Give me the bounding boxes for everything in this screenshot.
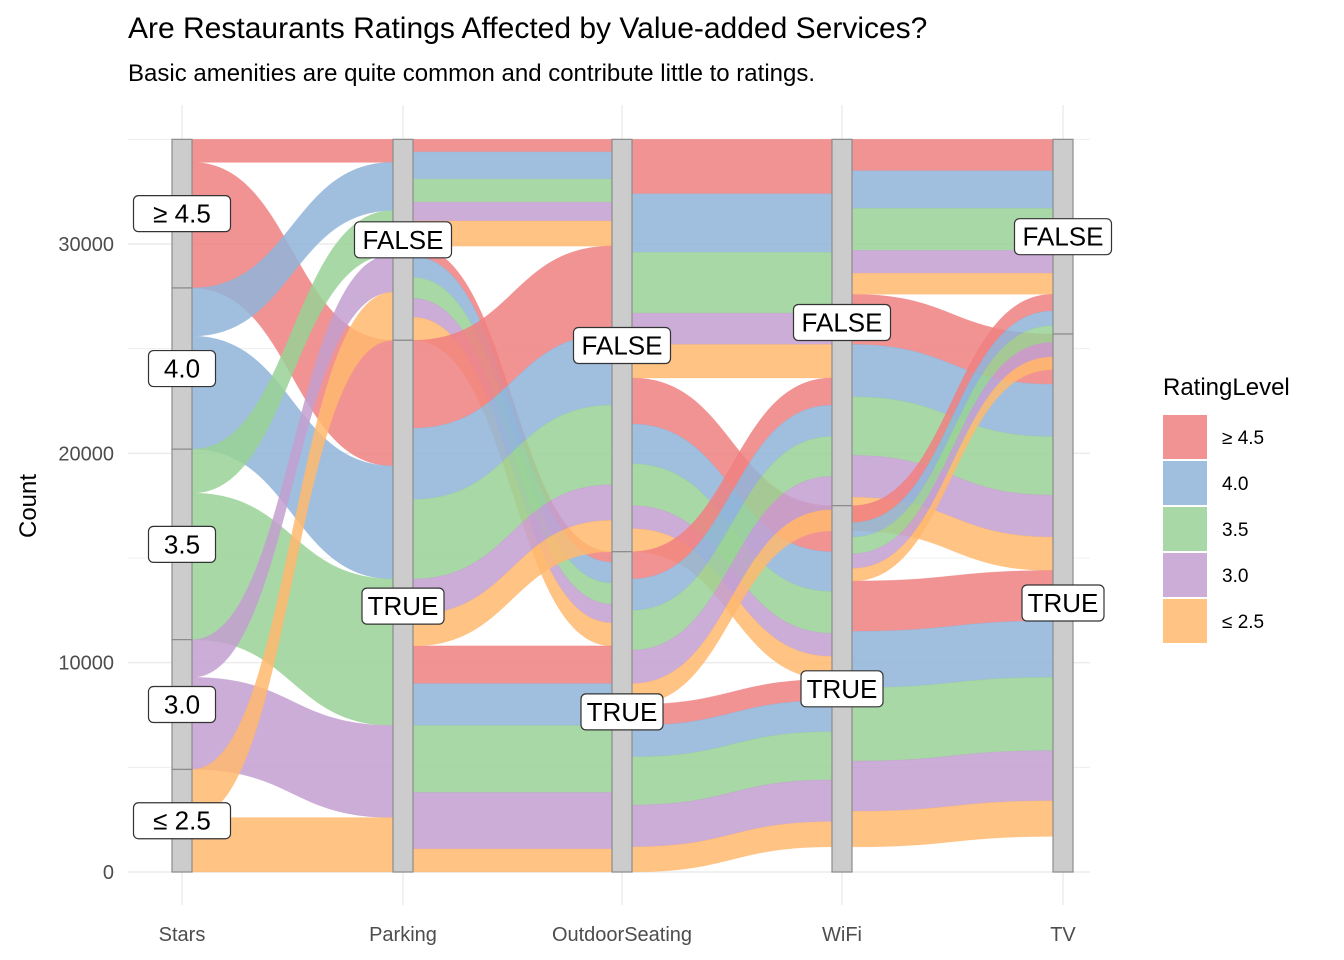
stratum-label-stars-3-5: 3.5: [147, 525, 217, 563]
stratum-label-box: [572, 326, 672, 365]
y-tick-label: 0: [103, 862, 114, 884]
y-tick-label: 20000: [58, 443, 114, 465]
legend-label-3-0: 3.0: [1222, 566, 1248, 587]
x-tick-label-parking: Parking: [369, 924, 437, 946]
flow-parking-outdoorseating-3-5-true-true: [412, 725, 613, 793]
legend-label-3-5: 3.5: [1222, 520, 1248, 541]
flow-outdoorseating-wifi-4-0-false-false: [631, 193, 833, 253]
flow-stars-parking-ge-4-5-ge-4-5-false: [191, 139, 394, 163]
legend-swatch-ge-4-5: [1163, 415, 1207, 459]
legend-label-le-2-5: ≤ 2.5: [1222, 612, 1264, 633]
stratum-label-wifi-true: TRUE: [800, 670, 884, 708]
stratum-label-text: TRUE: [368, 591, 439, 621]
stratum-label-text: TRUE: [1028, 588, 1099, 618]
stratum-label-stars-4-0: 4.0: [147, 349, 217, 388]
flow-parking-outdoorseating-3-0-false-false: [412, 201, 613, 222]
flow-parking-outdoorseating-ge-4-5-false-false: [412, 139, 613, 153]
stratum-label-text: FALSE: [363, 225, 444, 255]
y-axis: 0 10000 20000 30000: [58, 234, 114, 884]
stratum-label-tv-false: FALSE: [1013, 218, 1113, 256]
stratum-label-tv-true: TRUE: [1021, 584, 1105, 622]
flow-wifi-tv-ge-4-5-false-false: [851, 139, 1054, 172]
y-axis-label: Count: [15, 474, 42, 538]
stratum-label-box: [147, 349, 217, 388]
stratum-label-box: [132, 802, 232, 840]
x-tick-label-outdoorseating: OutdoorSeating: [552, 924, 692, 946]
flow-outdoorseating-wifi-ge-4-5-false-false: [631, 139, 833, 195]
chart-subtitle: Basic amenities are quite common and con…: [128, 60, 816, 87]
stratum-label-parking-true: TRUE: [361, 587, 445, 625]
stratum-label-text: ≤ 2.5: [153, 806, 211, 836]
stratum-label-box: [1013, 218, 1113, 256]
legend-swatch-3-0: [1163, 553, 1207, 597]
chart-title: Are Restaurants Ratings Affected by Valu…: [128, 12, 928, 45]
stratum-label-stars-3-0: 3.0: [147, 685, 217, 724]
stratum-label-box: [800, 670, 884, 708]
stratum-label-box: [361, 587, 445, 625]
stratum-label-text: 3.5: [164, 529, 200, 559]
flow-parking-outdoorseating-3-5-false-false: [412, 178, 613, 203]
stratum-labels-layer: ≥ 4.5 4.0 3.5 3.0 ≤ 2.5 FALSE TRUE FALSE TRUE FAL…: [132, 195, 1113, 840]
stratum-label-stars-ge-4-5: ≥ 4.5: [132, 195, 232, 233]
y-tick-label: 30000: [58, 234, 114, 256]
flow-parking-outdoorseating-4-0-false-false: [412, 151, 613, 180]
y-tick-label: 10000: [58, 653, 114, 675]
x-axis: Stars Parking OutdoorSeating WiFi TV: [159, 924, 1077, 946]
flow-parking-outdoorseating-3-0-true-true: [412, 792, 613, 850]
legend-title: RatingLevel: [1163, 374, 1290, 401]
stratum-label-box: [792, 303, 892, 342]
stratum-label-text: TRUE: [807, 674, 878, 704]
stratum-label-stars-le-2-5: ≤ 2.5: [132, 802, 232, 840]
legend-swatch-4-0: [1163, 461, 1207, 505]
stratum-label-parking-false: FALSE: [353, 221, 453, 259]
stratum-label-box: [580, 693, 664, 731]
legend-label-4-0: 4.0: [1222, 474, 1248, 495]
stratum-label-outdoorseating-true: TRUE: [580, 693, 664, 731]
stratum-label-box: [147, 525, 217, 563]
legend-label-ge-4-5: ≥ 4.5: [1222, 428, 1264, 449]
stratum-label-text: FALSE: [582, 331, 663, 361]
x-tick-label-tv: TV: [1050, 924, 1076, 946]
flow-wifi-tv-4-0-false-false: [851, 170, 1054, 209]
strata-layer: [171, 138, 1074, 873]
legend-swatch-3-5: [1163, 507, 1207, 551]
stratum-label-box: [147, 685, 217, 724]
stratum-label-box: [1021, 584, 1105, 622]
stratum-label-box: [353, 221, 453, 259]
stratum-label-wifi-false: FALSE: [792, 303, 892, 342]
stratum-label-text: FALSE: [1023, 222, 1104, 252]
legend: RatingLevel ≥ 4.5 4.0 3.5 3.0 ≤ 2.5: [1163, 374, 1290, 643]
stratum-label-outdoorseating-false: FALSE: [572, 326, 672, 365]
stratum-label-box: [132, 195, 232, 233]
flow-parking-outdoorseating-le-2-5-true-true: [412, 848, 613, 873]
stratum-label-text: ≥ 4.5: [153, 199, 211, 229]
stratum-label-text: 3.0: [164, 690, 200, 720]
stratum-label-text: TRUE: [587, 697, 658, 727]
legend-swatch-le-2-5: [1163, 599, 1207, 643]
stratum-label-text: FALSE: [802, 308, 883, 338]
stratum-label-text: 4.0: [164, 354, 200, 384]
flow-wifi-tv-le-2-5-false-false: [851, 273, 1054, 295]
flow-parking-outdoorseating-ge-4-5-true-true: [412, 645, 613, 684]
x-tick-label-stars: Stars: [159, 924, 206, 946]
x-tick-label-wifi: WiFi: [822, 924, 862, 946]
